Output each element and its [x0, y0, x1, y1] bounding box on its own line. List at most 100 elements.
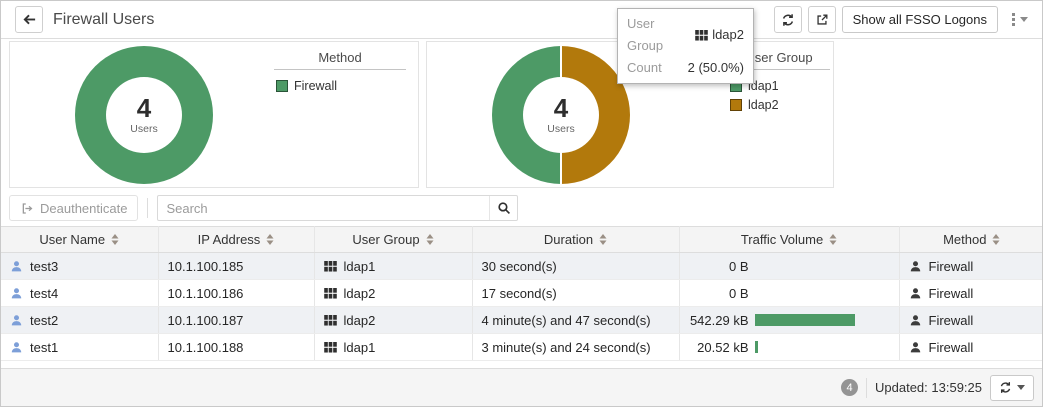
- tooltip-count-row: Count 2 (50.0%): [627, 57, 744, 79]
- page-title: Firewall Users: [53, 10, 155, 28]
- tooltip-user-group-row: User Group ldap2: [627, 13, 744, 57]
- sort-icon: [266, 234, 274, 245]
- user-group: ldap2: [343, 285, 376, 301]
- user-group-icon: [695, 29, 708, 41]
- status-footer: 4 Updated: 13:59:25: [1, 368, 1042, 406]
- user-name: test1: [30, 339, 59, 355]
- user-group: ldap1: [343, 258, 376, 274]
- sort-icon: [992, 234, 1000, 245]
- vertical-ellipsis-icon: [1012, 13, 1015, 26]
- table-row[interactable]: test1 10.1.100.188 ldap1 3 minute(s) and…: [1, 333, 1042, 361]
- user-name: test4: [30, 285, 59, 301]
- column-header-method[interactable]: Method: [899, 226, 1042, 253]
- method: Firewall: [928, 285, 974, 301]
- chevron-down-icon: [1020, 17, 1028, 22]
- tooltip-label: Count: [627, 60, 662, 75]
- user-group: ldap2: [343, 312, 376, 328]
- firewall-color-swatch: [276, 80, 288, 92]
- user-group: ldap1: [343, 339, 376, 355]
- user-group-donut-unit: Users: [547, 123, 575, 135]
- sort-icon: [111, 234, 119, 245]
- duration: 3 minute(s) and 24 second(s): [481, 339, 651, 355]
- search-box: [157, 195, 519, 221]
- column-header-ip-address[interactable]: IP Address: [158, 226, 315, 253]
- user-group-legend: User Group ldap1 ldap2: [728, 48, 830, 117]
- method-donut-center: 4 Users: [106, 77, 182, 153]
- column-header-user-name[interactable]: User Name: [1, 226, 159, 253]
- user-group-icon: [323, 287, 337, 299]
- ip-address: 10.1.100.187: [167, 312, 244, 328]
- ip-address: 10.1.100.185: [167, 258, 244, 274]
- table-row[interactable]: test2 10.1.100.187 ldap2 4 minute(s) and…: [1, 306, 1042, 334]
- firewall-users-table: User Name IP Address User Group Duration…: [1, 226, 1042, 361]
- user-group-donut-center: 4 Users: [523, 77, 599, 153]
- method-donut-chart[interactable]: 4 Users: [75, 46, 213, 184]
- method-legend-title: Method: [274, 48, 406, 70]
- traffic-volume: 542.29 kB: [689, 312, 749, 328]
- more-options-button[interactable]: [1006, 6, 1034, 33]
- traffic-bar: [754, 341, 759, 353]
- legend-item-firewall: Firewall: [274, 79, 406, 93]
- ip-address: 10.1.100.186: [167, 285, 244, 301]
- updated-timestamp: Updated: 13:59:25: [875, 380, 982, 395]
- method-chart-panel: 4 Users Method Firewall: [9, 41, 419, 188]
- footer-divider: [866, 377, 868, 398]
- user-name: test3: [30, 258, 59, 274]
- sort-icon: [599, 234, 607, 245]
- search-input[interactable]: [158, 200, 490, 216]
- duration: 17 second(s): [481, 285, 557, 301]
- traffic-volume: 0 B: [728, 285, 749, 301]
- duration: 4 minute(s) and 47 second(s): [481, 312, 651, 328]
- search-icon[interactable]: [489, 196, 517, 220]
- auto-refresh-button[interactable]: [990, 374, 1034, 401]
- chevron-down-icon: [1017, 385, 1025, 390]
- logout-icon: [20, 202, 34, 215]
- table-row[interactable]: test3 10.1.100.185 ldap1 30 second(s) 0 …: [1, 252, 1042, 280]
- method-legend: Method Firewall: [274, 48, 406, 98]
- user-group-icon: [323, 260, 337, 272]
- tooltip-value: ldap2: [695, 24, 744, 46]
- firewall-user-icon: [909, 287, 922, 300]
- column-header-user-group[interactable]: User Group: [314, 226, 473, 253]
- legend-item-label: Firewall: [294, 79, 338, 93]
- column-header-duration[interactable]: Duration: [472, 226, 680, 253]
- table-header-row: User Name IP Address User Group Duration…: [1, 226, 1042, 253]
- user-group-icon: [323, 341, 337, 353]
- deauthenticate-button[interactable]: Deauthenticate: [9, 195, 139, 221]
- record-count-badge: 4: [841, 379, 859, 396]
- charts-row: 4 Users Method Firewall 4 Users: [1, 39, 1042, 190]
- user-name: test2: [30, 312, 59, 328]
- show-fsso-logons-button[interactable]: Show all FSSO Logons: [841, 6, 998, 33]
- user-icon: [10, 287, 23, 300]
- tooltip-label: User Group: [627, 16, 664, 53]
- column-header-traffic-volume[interactable]: Traffic Volume: [679, 226, 900, 253]
- table-toolbar: Deauthenticate: [1, 190, 1042, 226]
- user-group-legend-title: User Group: [728, 48, 830, 70]
- legend-item-label: ldap1: [748, 79, 779, 93]
- method: Firewall: [928, 312, 974, 328]
- refresh-icon: [781, 13, 795, 27]
- user-icon: [10, 260, 23, 273]
- open-in-new-window-button[interactable]: [807, 6, 836, 33]
- refresh-icon: [999, 381, 1012, 394]
- traffic-volume: 0 B: [728, 258, 749, 274]
- user-icon: [10, 314, 23, 327]
- user-group-donut-chart[interactable]: 4 Users: [492, 46, 630, 184]
- back-button[interactable]: [15, 6, 43, 33]
- legend-item-label: ldap2: [748, 98, 779, 112]
- ldap2-color-swatch: [730, 99, 742, 111]
- method: Firewall: [928, 339, 974, 355]
- toolbar-divider: [147, 198, 149, 218]
- table-row[interactable]: test4 10.1.100.186 ldap2 17 second(s) 0 …: [1, 279, 1042, 307]
- method: Firewall: [928, 258, 974, 274]
- top-bar: Firewall Users Show all FSSO Logons: [1, 1, 1042, 39]
- refresh-button[interactable]: [773, 6, 802, 33]
- user-group-donut-count: 4: [553, 93, 569, 123]
- back-arrow-icon: [22, 12, 37, 27]
- tooltip-value: 2 (50.0%): [687, 60, 744, 75]
- firewall-user-icon: [909, 341, 922, 354]
- traffic-volume: 20.52 kB: [697, 339, 749, 355]
- sort-icon: [426, 234, 434, 245]
- duration: 30 second(s): [481, 258, 557, 274]
